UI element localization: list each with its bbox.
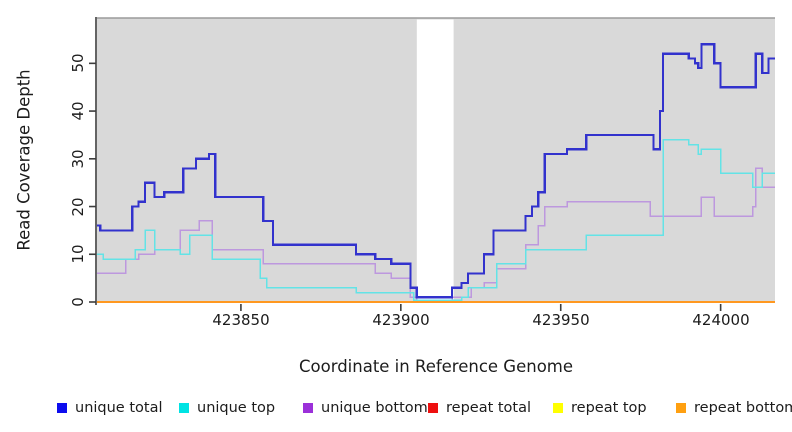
legend-item-repeat-top: repeat top bbox=[553, 400, 647, 416]
y-tick-label: 50 bbox=[69, 53, 87, 73]
y-tick-label: 40 bbox=[69, 101, 87, 121]
y-tick-label: 0 bbox=[69, 297, 87, 307]
x-axis-title: Coordinate in Reference Genome bbox=[298, 357, 574, 376]
legend-label: unique total bbox=[75, 400, 163, 416]
legend-item-repeat-bottom: repeat bottom bbox=[676, 400, 792, 416]
y-tick-label: 30 bbox=[69, 149, 87, 169]
x-tick-label: 424000 bbox=[692, 311, 750, 329]
legend-label: repeat top bbox=[571, 400, 647, 416]
legend-label: repeat bottom bbox=[694, 400, 792, 416]
legend-item-unique-bottom: unique bottom bbox=[303, 400, 428, 416]
y-axis-title: Read Coverage Depth bbox=[14, 69, 34, 251]
unique-top-swatch-icon bbox=[179, 403, 189, 413]
repeat-bottom-swatch-icon bbox=[676, 403, 686, 413]
y-tick-label: 10 bbox=[69, 244, 87, 264]
x-tick-label: 423950 bbox=[532, 311, 590, 329]
legend-label: unique top bbox=[197, 400, 276, 416]
legend-label: unique bottom bbox=[321, 400, 428, 416]
repeat-top-swatch-icon bbox=[553, 403, 563, 413]
legend-item-unique-total: unique total bbox=[57, 400, 163, 416]
unique-total-swatch-icon bbox=[57, 403, 67, 413]
x-tick-label: 423900 bbox=[372, 311, 430, 329]
y-tick-label: 20 bbox=[69, 197, 87, 217]
x-tick-label: 423850 bbox=[212, 311, 270, 329]
legend-label: repeat total bbox=[446, 400, 532, 416]
unique-bottom-swatch-icon bbox=[303, 403, 313, 413]
repeat-total-swatch-icon bbox=[428, 403, 438, 413]
legend-item-repeat-total: repeat total bbox=[428, 400, 531, 416]
legend-item-unique-top: unique top bbox=[179, 400, 275, 416]
series-unique-top bbox=[97, 138, 775, 301]
series-unique-bottom bbox=[97, 167, 775, 301]
series-unique-total bbox=[97, 43, 775, 299]
